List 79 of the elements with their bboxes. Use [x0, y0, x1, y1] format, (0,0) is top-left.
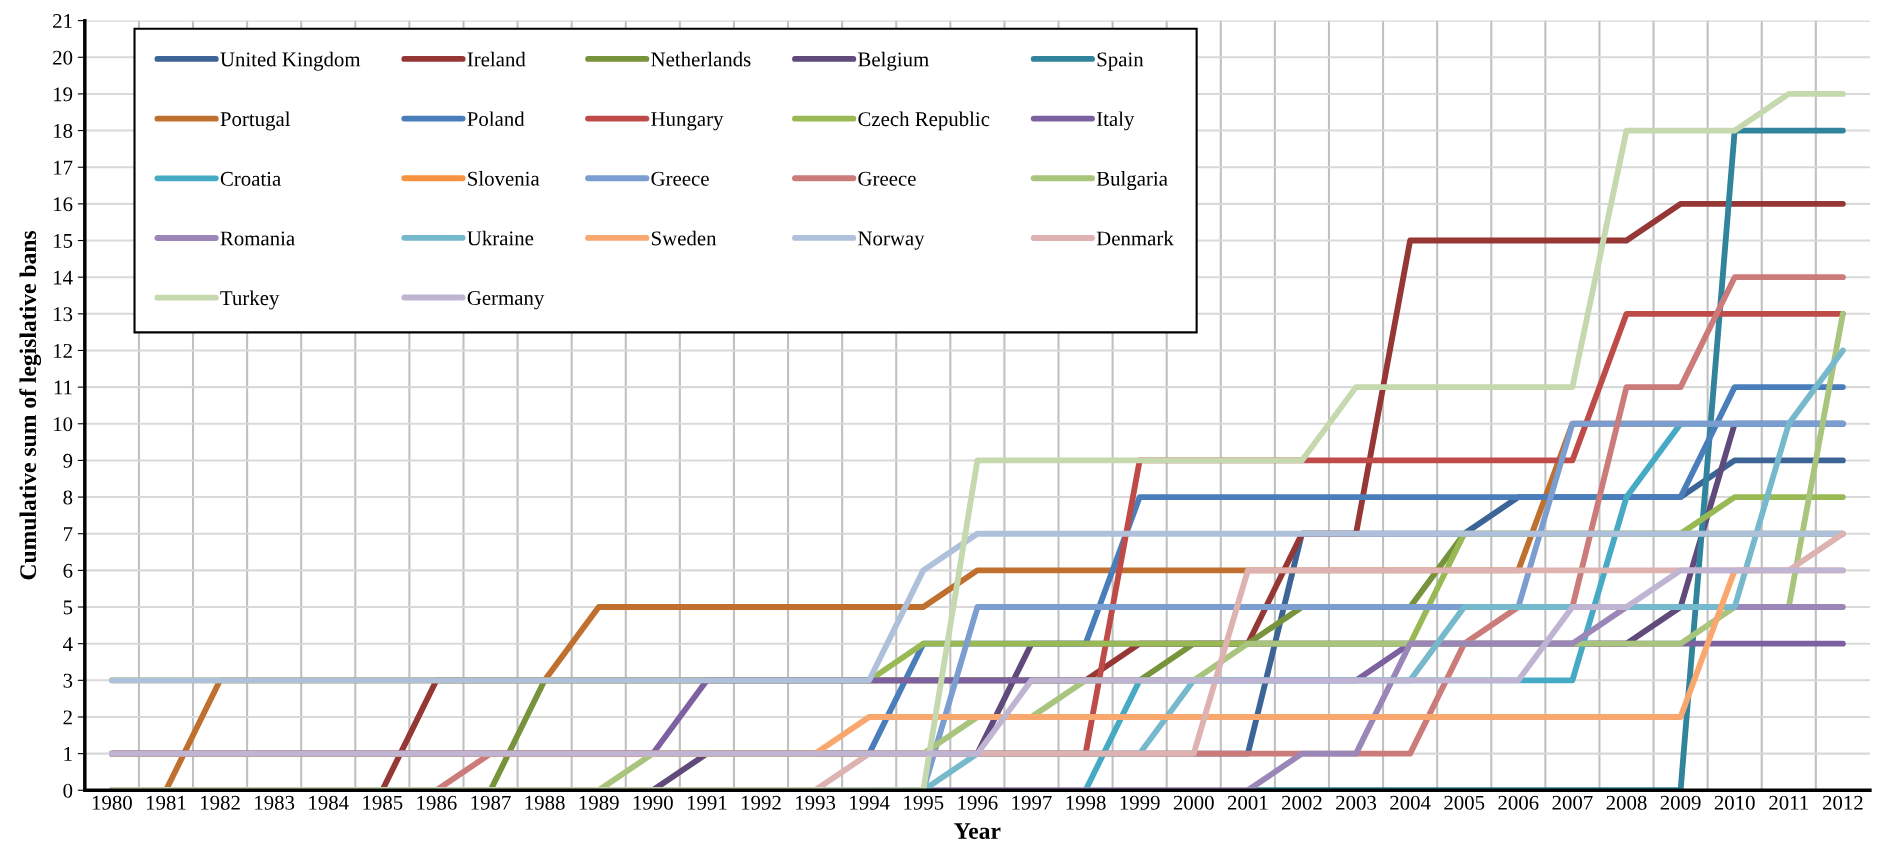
- legend-label: United Kingdom: [220, 51, 361, 71]
- x-tick-label: 2004: [1390, 795, 1431, 810]
- y-tick-label: 15: [54, 233, 73, 248]
- x-tick-label: 1997: [1012, 795, 1052, 810]
- y-tick-label: 5: [63, 600, 73, 615]
- y-tick-label: 20: [53, 50, 73, 65]
- y-tick-label: 14: [54, 270, 73, 285]
- legend-label: Belgium: [858, 51, 929, 71]
- legend-label: Germany: [467, 291, 545, 310]
- x-tick-label: 1980: [92, 795, 132, 810]
- y-tick-label: 9: [63, 453, 73, 468]
- y-tick-label: 6: [63, 563, 73, 578]
- x-tick-label: 2000: [1173, 795, 1214, 810]
- x-tick-label: 1992: [742, 795, 781, 810]
- x-tick-label: 1982: [201, 795, 240, 810]
- x-tick-label: 1985: [363, 795, 403, 810]
- x-tick-label: 1984: [309, 795, 349, 810]
- x-tick-label: 2011: [1769, 795, 1808, 810]
- y-tick-label: 1: [64, 747, 72, 761]
- legend-label: Slovenia: [468, 171, 540, 186]
- x-tick-label: 1991: [687, 795, 727, 810]
- x-tick-label: 2010: [1714, 795, 1755, 810]
- x-tick-label: 1998: [1066, 795, 1106, 810]
- y-tick-label: 2: [63, 710, 72, 725]
- y-tick-label: 21: [53, 14, 72, 28]
- x-tick-label: 2006: [1498, 795, 1539, 810]
- x-tick-label: 2001: [1227, 795, 1268, 810]
- legend-label: Ukraine: [467, 230, 534, 246]
- x-axis-title: Year: [954, 823, 1001, 839]
- legend-label: Hungary: [651, 112, 724, 131]
- y-tick-label: 8: [63, 490, 73, 505]
- legend-label: Ireland: [467, 51, 526, 67]
- y-tick-label: 13: [54, 307, 73, 322]
- x-tick-label: 2009: [1660, 795, 1701, 810]
- legend-label: Poland: [467, 111, 525, 127]
- x-tick-label: 1988: [525, 795, 565, 810]
- x-tick-label: 1993: [796, 795, 836, 810]
- legend-label: Portugal: [220, 111, 291, 131]
- y-tick-label: 12: [54, 343, 72, 358]
- x-tick-label: 1986: [417, 795, 457, 810]
- x-tick-label: 2012: [1822, 795, 1863, 810]
- legend-label: Italy: [1096, 111, 1135, 131]
- legend-label: Sweden: [651, 230, 717, 246]
- x-tick-label: 1994: [850, 795, 890, 810]
- legend-label: Greece: [651, 171, 709, 186]
- x-tick-label: 2005: [1444, 795, 1485, 810]
- y-tick-label: 4: [63, 637, 73, 651]
- y-tick-label: 11: [54, 380, 72, 395]
- x-tick-label: 2007: [1552, 795, 1593, 810]
- x-tick-label: 2002: [1282, 795, 1322, 810]
- y-tick-label: 3: [63, 673, 73, 688]
- x-tick-label: 1995: [904, 795, 944, 810]
- x-tick-label: 1989: [579, 795, 619, 810]
- legend-label: Spain: [1097, 52, 1144, 71]
- x-tick-label: 1983: [255, 795, 295, 810]
- y-tick-label: 17: [54, 160, 73, 175]
- x-tick-label: 2003: [1336, 795, 1377, 810]
- x-tick-label: 1987: [471, 795, 511, 810]
- x-tick-label: 2008: [1606, 795, 1647, 810]
- y-tick-label: 18: [54, 123, 73, 138]
- legend-label: Czech Republic: [858, 111, 990, 131]
- legend-label: Greece: [858, 171, 916, 186]
- y-axis-title: Cumulative sum of legislative bans: [19, 230, 42, 580]
- y-tick-label: 16: [54, 197, 73, 212]
- x-tick-label: 1996: [958, 795, 998, 810]
- legend-label: Croatia: [220, 171, 281, 186]
- x-tick-label: 1990: [633, 795, 673, 810]
- y-tick-label: 19: [54, 87, 73, 102]
- legend-label: Romania: [220, 231, 295, 246]
- y-tick-label: 0: [63, 783, 73, 798]
- x-tick-label: 1981: [146, 795, 186, 810]
- legend-label: Turkey: [220, 290, 280, 310]
- x-tick-label: 1999: [1120, 795, 1160, 810]
- legend-label: Bulgaria: [1096, 171, 1168, 191]
- y-tick-label: 10: [54, 417, 73, 432]
- legend-label: Norway: [858, 231, 925, 250]
- legend-label: Denmark: [1096, 230, 1174, 246]
- y-tick-label: 7: [63, 527, 73, 541]
- legend-label: Netherlands: [651, 51, 751, 67]
